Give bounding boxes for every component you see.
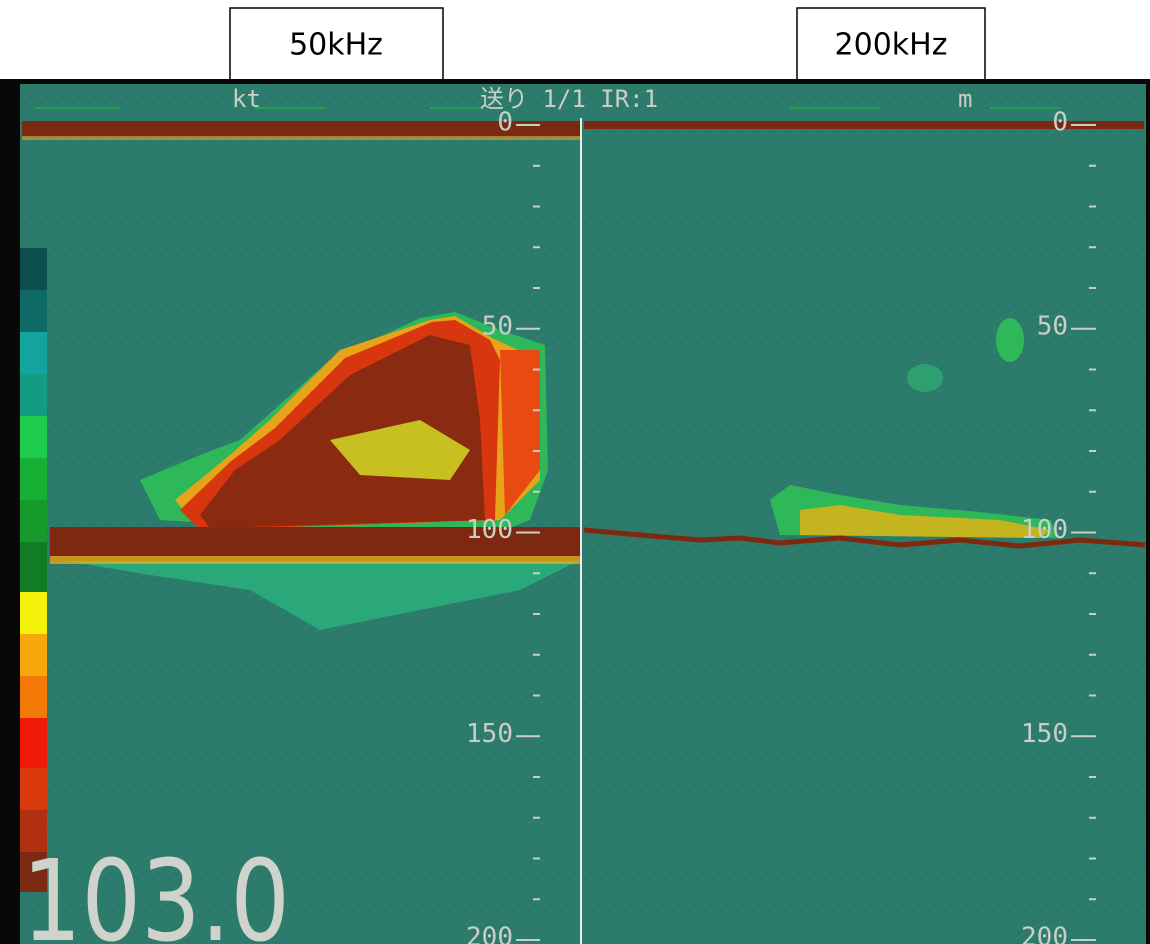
surface-echo (22, 121, 580, 137)
fish-echo (907, 364, 943, 392)
surface-echo (22, 136, 580, 140)
depth-readout: 103.0 (22, 837, 290, 944)
frequency-label: 200kHz (835, 28, 948, 63)
depth-tick-label: 200 (466, 923, 513, 944)
mode-indicator: 送り 1/1 IR:1 (480, 85, 658, 113)
speed-unit: kt (232, 85, 261, 113)
frequency-label: 50kHz (289, 28, 383, 63)
depth-tick-label: 100 (1021, 515, 1068, 545)
fish-school-echo (800, 505, 1050, 538)
depth-unit: m (958, 85, 972, 113)
depth-tick-label: 0 (1052, 108, 1068, 138)
bottom-echo (50, 556, 580, 564)
depth-tick-label: 200 (1021, 923, 1068, 944)
surface-echo (584, 121, 1144, 129)
depth-tick-label: 100 (466, 515, 513, 545)
fish-school-echo (140, 312, 548, 540)
bottom-echo (583, 527, 1146, 549)
depth-tick-label: 50 (482, 311, 513, 341)
bottom-echo (50, 527, 580, 561)
fish-echo (996, 318, 1024, 362)
depth-tick-label: 50 (1037, 311, 1068, 341)
depth-tick-label: 0 (497, 108, 513, 138)
label-box (796, 7, 986, 81)
bottom-echo-fringe (60, 560, 580, 630)
label-box (229, 7, 444, 81)
depth-tick-label: 150 (466, 719, 513, 749)
color-scale (20, 248, 47, 892)
depth-tick-label: 150 (1021, 719, 1068, 749)
